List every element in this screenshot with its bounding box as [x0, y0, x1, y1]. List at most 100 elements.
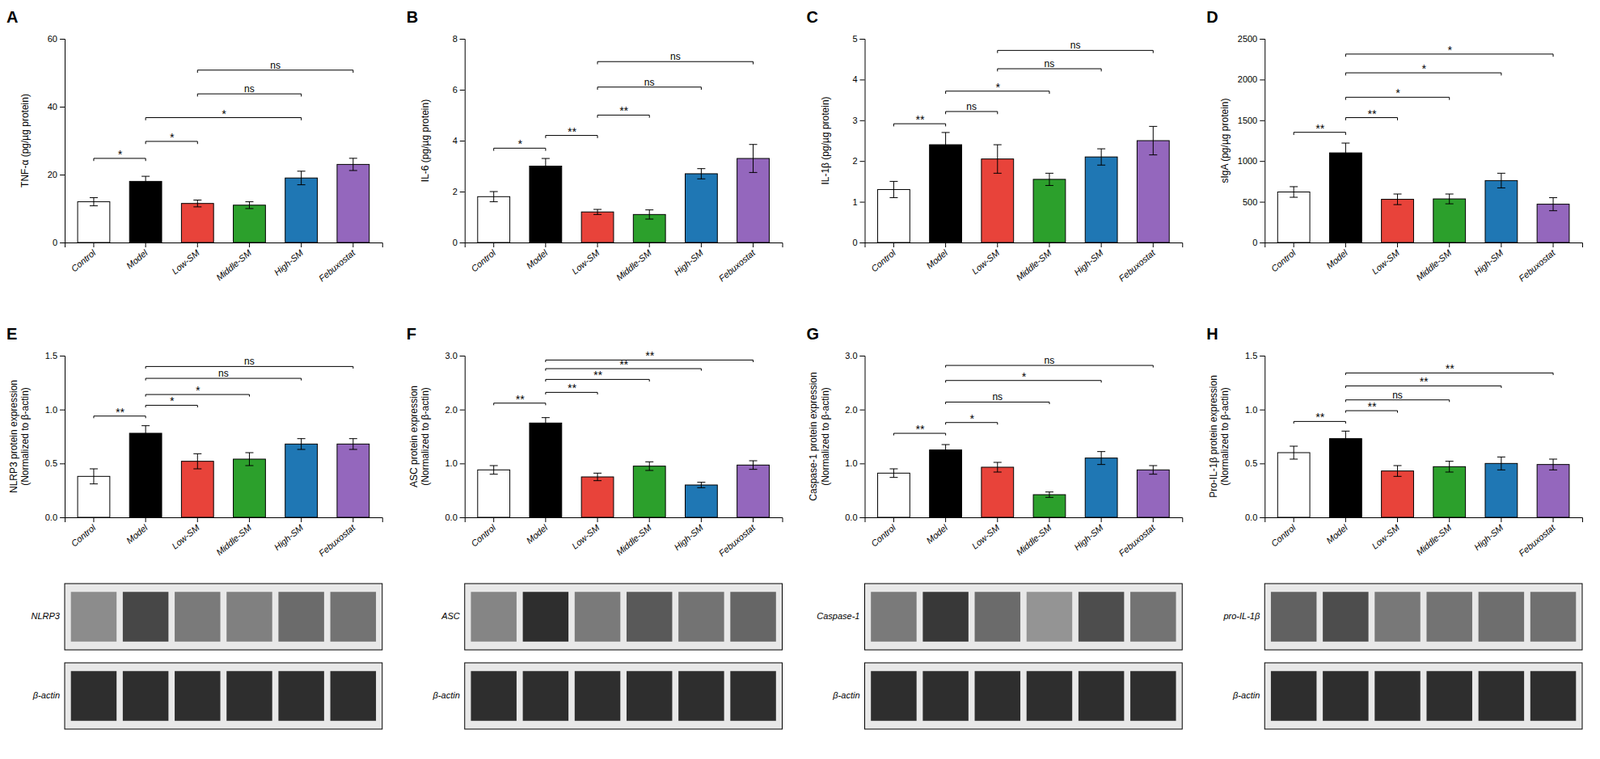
bar — [1084, 156, 1118, 243]
tick: Febuxostat — [1116, 242, 1157, 284]
tick-mark — [59, 517, 65, 519]
tick: 1.0 — [45, 405, 65, 415]
tick-label: 0.0 — [1245, 512, 1258, 523]
sig-label: * — [117, 147, 123, 161]
error-bar — [541, 158, 550, 174]
tick-label: 8 — [452, 33, 458, 44]
tick-mark — [59, 409, 65, 411]
bar — [1381, 199, 1415, 243]
tick: 0.0 — [844, 512, 865, 523]
tick-mark — [945, 517, 946, 523]
sig-label: ** — [1315, 122, 1325, 136]
bar — [981, 467, 1014, 518]
bar — [1136, 140, 1170, 243]
control-band — [1374, 671, 1420, 722]
tick: 1.5 — [1245, 350, 1265, 361]
western-blot: NLRP3β-actin — [31, 583, 383, 730]
panel: 0.00.51.01.5ControlModelLow-SMMiddle-SMH… — [6, 325, 383, 730]
tick-mark — [649, 242, 651, 248]
tick-label: Middle-SM — [614, 247, 655, 283]
sig-label: ** — [1444, 362, 1454, 376]
tick: Febuxostat — [316, 242, 358, 284]
control-band — [870, 671, 917, 722]
error-bar — [889, 181, 898, 198]
tick-label: High-SM — [1472, 247, 1506, 278]
tick-label: Middle-SM — [1414, 247, 1454, 283]
error-bar — [941, 132, 950, 157]
tick-label: 5 — [852, 33, 857, 44]
tick: High-SM — [671, 517, 706, 553]
sig-label: ** — [619, 104, 629, 118]
axis-line — [865, 243, 1183, 249]
plot-area — [77, 426, 370, 518]
tick: Middle-SM — [1414, 242, 1454, 283]
tick: 2 — [852, 156, 865, 166]
panel: 0204060ControlModelLow-SMMiddle-SMHigh-S… — [6, 8, 383, 284]
tick-label: 2500 — [1237, 33, 1258, 44]
annotations: ***nsns — [93, 59, 354, 161]
blot-box — [464, 583, 783, 651]
error-bar — [645, 210, 654, 220]
tick-label: Febuxostat — [717, 247, 758, 284]
axis-line — [464, 243, 783, 249]
tick: Febuxostat — [1516, 517, 1558, 559]
tick-mark — [493, 517, 494, 523]
tick: 0.0 — [444, 512, 465, 523]
error-bar — [489, 191, 499, 203]
y-axis: 05001000150020002500 — [1237, 33, 1266, 248]
tick-mark — [860, 160, 866, 162]
blot-box — [865, 583, 1183, 651]
tick-label: High-SM — [272, 247, 306, 278]
tick: Model — [124, 517, 150, 546]
western-blot: ASCβ-actin — [432, 583, 783, 730]
error-bar — [89, 198, 98, 207]
tick-label: Low-SM — [1369, 522, 1402, 552]
tick-mark — [197, 242, 199, 248]
tick-label: 0.0 — [45, 512, 58, 523]
tick: 500 — [1242, 197, 1265, 207]
tick-label: Febuxostat — [717, 522, 758, 559]
tick-mark — [1259, 160, 1265, 162]
tick: Control — [869, 517, 898, 549]
axis-line — [460, 39, 466, 244]
blot-box — [64, 662, 383, 730]
bar — [1329, 439, 1362, 518]
tick: 0.0 — [45, 512, 65, 523]
tick-label: 2000 — [1237, 74, 1258, 85]
plot-area — [477, 144, 770, 243]
tick-mark — [493, 242, 494, 248]
tick-mark — [860, 517, 866, 519]
tick: Control — [1269, 242, 1298, 274]
error-bar — [593, 472, 602, 481]
sig-label: ** — [515, 392, 524, 406]
y-axis: 0.01.02.03.0 — [444, 350, 465, 523]
tick-label: Model — [524, 522, 550, 546]
error-bar — [1497, 173, 1506, 188]
blot-label: β-actin — [831, 690, 860, 701]
blot-band — [1478, 591, 1525, 642]
tick: 6 — [452, 84, 465, 95]
x-axis: ControlModelLow-SMMiddle-SMHigh-SMFebuxo… — [865, 517, 1183, 559]
tick-mark — [1048, 517, 1050, 523]
tick: 60 — [47, 33, 65, 44]
plot-area — [878, 126, 1170, 243]
bar — [1433, 466, 1466, 518]
sig-label: ns — [1044, 354, 1056, 367]
tick-mark — [1259, 355, 1265, 357]
tick-mark — [1293, 242, 1295, 248]
tick-label: 1000 — [1237, 156, 1258, 166]
tick-mark — [996, 517, 998, 523]
tick: 0 — [1252, 237, 1265, 248]
tick-label: Middle-SM — [1414, 522, 1454, 558]
tick-mark — [1448, 517, 1450, 523]
tick-mark — [1345, 517, 1347, 523]
tick-label: 2.0 — [844, 405, 857, 415]
tick: Middle-SM — [614, 517, 655, 558]
tick-label: 500 — [1242, 197, 1258, 207]
tick: 8 — [452, 33, 465, 44]
axis-line — [59, 356, 66, 519]
y-axis-title: IL-1β (pg/µg protein) — [819, 96, 832, 185]
axis-line — [1265, 243, 1584, 249]
control-band — [174, 671, 220, 722]
tick-mark — [460, 517, 465, 519]
